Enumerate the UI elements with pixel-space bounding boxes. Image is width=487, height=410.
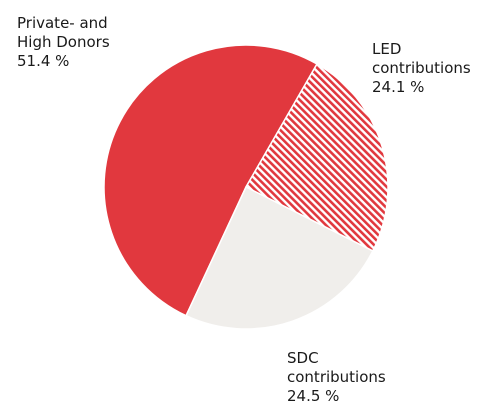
slice-label-line: contributions: [372, 59, 471, 77]
slice-label-private-high-donors: Private- and High Donors 51.4 %: [17, 14, 110, 71]
slice-label-line: SDC: [287, 349, 319, 367]
pie-slice-private-high-donors: [103, 44, 319, 317]
slice-value-label: 24.1 %: [372, 78, 425, 96]
slice-label-line: contributions: [287, 368, 386, 386]
slice-label-line: Private- and: [17, 14, 108, 32]
slice-label-line: High Donors: [17, 33, 110, 51]
slice-label-sdc-contributions: SDC contributions 24.5 %: [287, 349, 386, 406]
slice-value-label: 24.5 %: [287, 387, 340, 405]
pie-slice-sdc-contributions: [185, 185, 374, 330]
slice-label-line: LED: [372, 40, 402, 58]
slice-label-led-contributions: LED contributions 24.1 %: [372, 40, 471, 97]
slice-value-label: 51.4 %: [17, 52, 70, 70]
